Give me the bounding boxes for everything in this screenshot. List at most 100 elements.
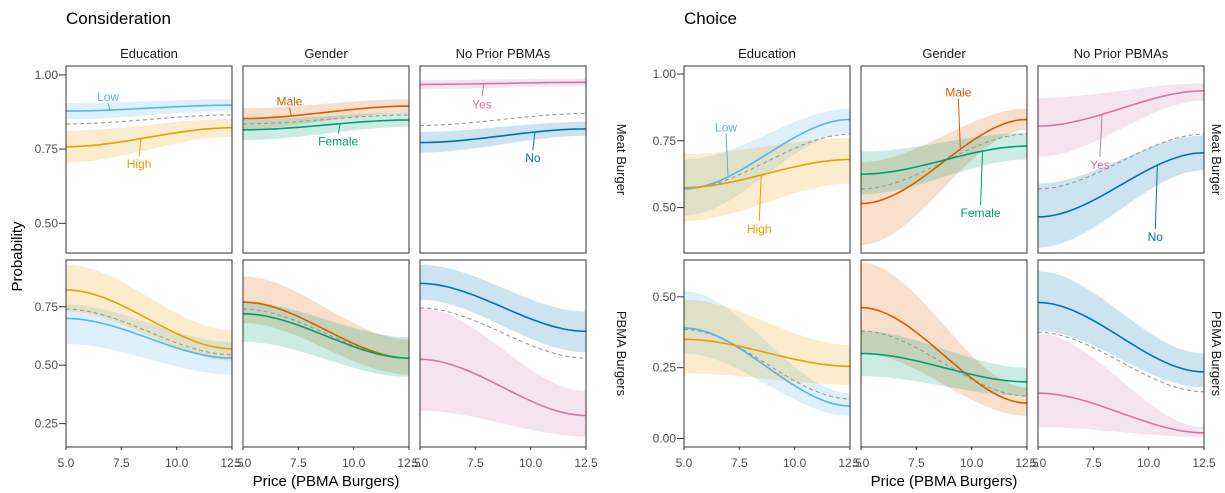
consideration-x-tick-label: 12.5 [397, 456, 421, 470]
choice-band-female-0-1 [861, 132, 1027, 195]
choice-band-no-1-2 [1038, 271, 1204, 388]
choice-series-label-yes: Yes [1090, 158, 1110, 172]
choice-line-high-1-0 [683, 338, 851, 368]
consideration-y-tick-label: 0.75 [35, 142, 59, 156]
consideration-x-tick-label: 7.5 [113, 456, 130, 470]
choice-line-male-0-1 [860, 118, 1028, 205]
consideration-y-tick-label: 0.25 [35, 417, 59, 431]
choice-x-axis-title: Price (PBMA Burgers) [871, 473, 1018, 490]
consideration-line-no-1-2 [419, 282, 587, 333]
consideration-series-label-low: Low [97, 90, 119, 104]
choice-row-strip-pbma-burgers: PBMA Burgers [1209, 311, 1224, 397]
choice-row-strip-meat-burger: Meat Burger [1209, 124, 1224, 196]
choice-band-high-1-0 [684, 299, 850, 385]
choice-panel-border-0-0 [683, 65, 851, 254]
consideration-band-female-0-1 [243, 112, 409, 141]
choice-line-yes-1-2 [1037, 392, 1205, 434]
consideration-panel-border-0-1 [242, 65, 410, 254]
choice-strip-education: Education [738, 46, 796, 61]
choice-x-tick-label: 7.5 [908, 456, 925, 470]
consideration-strip-gender: Gender [304, 46, 348, 61]
consideration-x-tick-label: 5.0 [235, 456, 252, 470]
consideration-line-yes-1-2 [419, 358, 587, 417]
choice-line-no-0-2 [1037, 152, 1205, 218]
consideration-x-tick-label: 5.0 [58, 456, 75, 470]
choice-y-tick-label: 0.75 [653, 134, 677, 148]
consideration-band-high-1-0 [66, 264, 232, 361]
consideration-line-female-0-1 [243, 119, 410, 131]
consideration-x-axis-title: Price (PBMA Burgers) [253, 473, 400, 490]
consideration-band-no-0-2 [420, 121, 586, 153]
consideration-x-tick-label: 5.0 [412, 456, 429, 470]
choice-x-tick-label: 7.5 [1085, 456, 1102, 470]
choice-panel-title: Choice [684, 9, 737, 28]
consideration-line-high-1-0 [65, 289, 233, 350]
choice-average-line-1-2 [1037, 331, 1205, 393]
choice-line-yes-0-2 [1037, 90, 1205, 127]
consideration-average-line-1-1 [242, 308, 410, 359]
choice-x-tick-label: 12.5 [1015, 456, 1039, 470]
consideration-band-low-1-0 [66, 304, 232, 375]
consideration-strip-education: Education [120, 46, 178, 61]
consideration-line-low-1-0 [65, 317, 233, 359]
choice-series-label-low: Low [715, 120, 737, 134]
consideration-label-leader-high [138, 138, 142, 157]
consideration-band-no-1-2 [420, 264, 586, 353]
consideration-x-tick-label: 7.5 [467, 456, 484, 470]
consideration-series-label-high: High [127, 157, 152, 171]
choice-line-female-1-1 [860, 352, 1028, 383]
consideration-panel-border-1-0 [65, 259, 233, 448]
choice-band-yes-0-2 [1038, 83, 1204, 157]
choice-y-tick-label: 1.00 [653, 67, 677, 81]
consideration-row-strip-pbma-burgers: PBMA Burgers [614, 311, 629, 397]
consideration-y-tick-label: 0.50 [35, 358, 59, 372]
consideration-row-strip-meat-burger: Meat Burger [614, 124, 629, 196]
choice-label-leader-male [957, 98, 961, 151]
choice-label-leader-yes [1099, 115, 1103, 157]
choice-label-leader-no [1154, 166, 1158, 229]
choice-strip-no-prior-pbmas: No Prior PBMAs [1074, 46, 1169, 61]
choice-band-low-0-0 [684, 108, 850, 216]
choice-line-male-1-1 [860, 306, 1028, 404]
choice-panel-border-1-2 [1037, 259, 1205, 448]
consideration-label-leader-male [288, 107, 292, 117]
choice-label-leader-low [725, 133, 729, 178]
consideration-line-yes-0-2 [420, 81, 586, 86]
consideration-band-yes-1-2 [420, 307, 586, 437]
consideration-y-tick-label: 0.75 [35, 300, 59, 314]
consideration-x-tick-label: 10.0 [519, 456, 543, 470]
choice-label-leader-high [758, 175, 762, 221]
choice-series-label-female: Female [961, 206, 1001, 220]
consideration-band-low-0-0 [66, 99, 232, 120]
consideration-line-no-0-2 [419, 128, 587, 144]
choice-x-tick-label: 10.0 [783, 456, 807, 470]
consideration-line-male-1-1 [242, 301, 410, 359]
choice-x-tick-label: 12.5 [838, 456, 862, 470]
choice-average-line-1-1 [860, 330, 1028, 397]
consideration-y-tick-label: 1.00 [35, 68, 59, 82]
choice-x-tick-label: 10.0 [960, 456, 984, 470]
consideration-series-label-yes: Yes [472, 98, 492, 112]
consideration-average-line-1-2 [419, 307, 587, 359]
consideration-y-tick-label: 0.50 [35, 216, 59, 230]
choice-line-no-1-2 [1037, 301, 1205, 373]
consideration-series-label-no: No [525, 151, 541, 165]
choice-band-female-1-1 [861, 330, 1027, 396]
choice-x-tick-label: 12.5 [1192, 456, 1216, 470]
choice-line-female-0-1 [860, 145, 1028, 175]
consideration-line-high-0-0 [66, 126, 233, 148]
choice-y-tick-label: 0.25 [653, 361, 677, 375]
consideration-series-label-male: Male [276, 95, 302, 109]
consideration-panel-border-1-2 [419, 259, 587, 448]
consideration-series-label-female: Female [318, 135, 358, 149]
choice-y-tick-label: 0.50 [653, 290, 677, 304]
consideration-label-leader-yes [481, 83, 485, 97]
choice-x-tick-label: 7.5 [731, 456, 748, 470]
choice-panel-border-1-1 [860, 259, 1028, 448]
consideration-strip-no-prior-pbmas: No Prior PBMAs [456, 46, 551, 61]
consideration-band-male-0-1 [243, 99, 409, 129]
choice-panel-border-0-1 [860, 65, 1028, 254]
choice-line-low-1-0 [683, 327, 851, 407]
choice-y-tick-label: 0.00 [653, 432, 677, 446]
